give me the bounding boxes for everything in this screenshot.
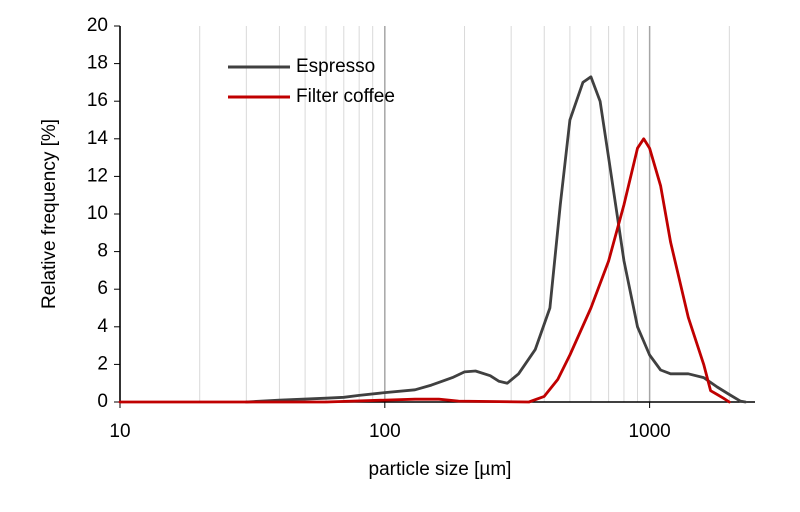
y-tick-label: 4 — [97, 316, 108, 337]
y-tick-label: 14 — [87, 128, 109, 149]
series-line — [244, 75, 747, 404]
legend-label: Espresso — [296, 56, 375, 77]
y-tick-label: 12 — [87, 165, 108, 186]
x-axis-label: particle size [µm] — [369, 459, 512, 480]
y-tick-label: 20 — [87, 15, 108, 36]
y-tick-label: 2 — [97, 353, 108, 374]
y-tick-label: 8 — [97, 241, 108, 262]
y-tick-label: 10 — [87, 203, 108, 224]
legend-label: Filter coffee — [296, 86, 395, 107]
y-tick-label: 0 — [97, 391, 108, 412]
x-tick-label: 10 — [109, 421, 130, 442]
series-line — [118, 137, 731, 404]
x-tick-label: 100 — [369, 421, 401, 442]
y-axis-label: Relative frequency [%] — [39, 119, 60, 309]
y-tick-label: 18 — [87, 53, 108, 74]
x-tick-label: 1000 — [628, 421, 670, 442]
y-tick-label: 6 — [97, 278, 108, 299]
y-tick-label: 16 — [87, 90, 108, 111]
